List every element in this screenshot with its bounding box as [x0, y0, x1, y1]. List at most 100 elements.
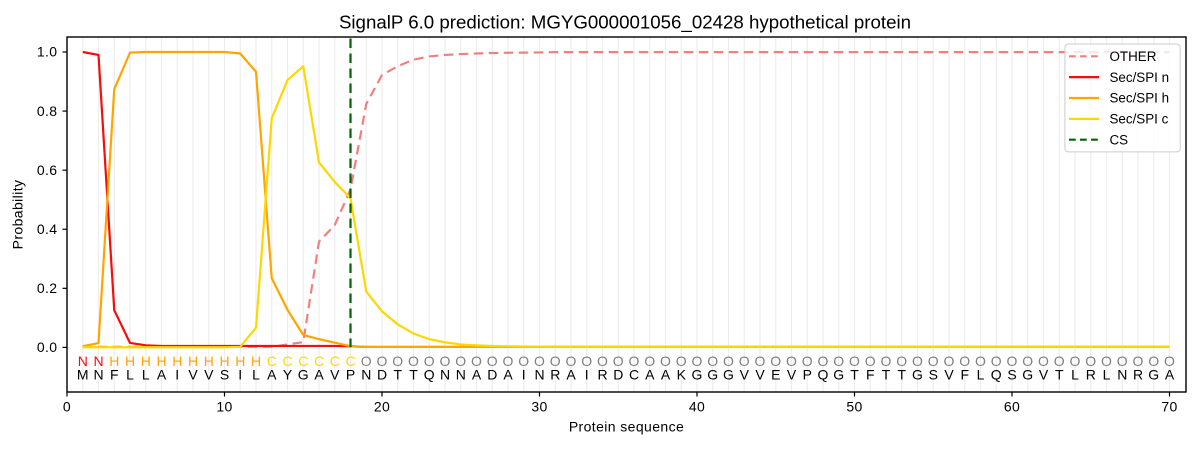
svg-text:O: O [1164, 353, 1175, 369]
svg-text:A: A [1165, 367, 1175, 383]
svg-text:O: O [959, 353, 970, 369]
svg-text:E: E [771, 367, 780, 383]
svg-text:O: O [471, 353, 482, 369]
svg-text:F: F [866, 367, 875, 383]
svg-text:O: O [550, 353, 561, 369]
svg-text:O: O [896, 353, 907, 369]
svg-text:O: O [707, 353, 718, 369]
svg-text:G: G [692, 367, 703, 383]
svg-text:I: I [585, 367, 589, 383]
svg-text:A: A [645, 367, 655, 383]
svg-text:0.4: 0.4 [37, 221, 58, 237]
svg-text:R: R [550, 367, 560, 383]
svg-text:SignalP 6.0 prediction: MGYG00: SignalP 6.0 prediction: MGYG000001056_02… [339, 12, 911, 34]
svg-text:L: L [142, 367, 150, 383]
svg-text:O: O [613, 353, 624, 369]
svg-text:C: C [629, 367, 639, 383]
svg-text:O: O [597, 353, 608, 369]
svg-text:D: D [487, 367, 497, 383]
svg-text:60: 60 [1004, 399, 1020, 415]
svg-text:O: O [1148, 353, 1159, 369]
svg-text:1.0: 1.0 [37, 44, 58, 60]
svg-text:Protein sequence: Protein sequence [569, 419, 684, 435]
svg-text:H: H [219, 353, 229, 369]
svg-text:O: O [1085, 353, 1096, 369]
svg-text:C: C [330, 353, 340, 369]
svg-text:H: H [204, 353, 214, 369]
svg-text:N: N [93, 367, 103, 383]
svg-text:O: O [770, 353, 781, 369]
svg-text:O: O [1022, 353, 1033, 369]
svg-text:O: O [629, 353, 640, 369]
svg-text:A: A [157, 367, 167, 383]
svg-text:O: O [377, 353, 388, 369]
svg-text:R: R [597, 367, 607, 383]
svg-text:Sec/SPI c: Sec/SPI c [1110, 112, 1169, 127]
svg-text:G: G [833, 367, 844, 383]
svg-text:N: N [78, 353, 88, 369]
svg-text:70: 70 [1161, 399, 1177, 415]
svg-text:S: S [929, 367, 938, 383]
svg-text:G: G [707, 367, 718, 383]
svg-text:G: G [723, 367, 734, 383]
svg-text:O: O [881, 353, 892, 369]
svg-text:F: F [960, 367, 969, 383]
svg-text:F: F [110, 367, 119, 383]
svg-text:O: O [1070, 353, 1081, 369]
svg-text:10: 10 [216, 399, 232, 415]
svg-text:H: H [235, 353, 245, 369]
svg-text:A: A [661, 367, 671, 383]
svg-text:O: O [1101, 353, 1112, 369]
svg-text:O: O [723, 353, 734, 369]
svg-text:O: O [644, 353, 655, 369]
svg-text:H: H [125, 353, 135, 369]
svg-text:Probability: Probability [10, 180, 26, 250]
svg-text:O: O [944, 353, 955, 369]
svg-text:0: 0 [63, 399, 71, 415]
svg-text:V: V [330, 367, 340, 383]
svg-text:S: S [220, 367, 229, 383]
svg-text:S: S [1007, 367, 1016, 383]
svg-text:OTHER: OTHER [1110, 49, 1157, 64]
svg-text:L: L [252, 367, 260, 383]
svg-text:O: O [487, 353, 498, 369]
svg-text:O: O [534, 353, 545, 369]
svg-text:T: T [897, 367, 906, 383]
svg-text:I: I [175, 367, 179, 383]
svg-text:V: V [1039, 367, 1049, 383]
svg-text:O: O [849, 353, 860, 369]
svg-text:N: N [440, 367, 450, 383]
svg-text:H: H [156, 353, 166, 369]
svg-text:L: L [1071, 367, 1079, 383]
svg-text:G: G [912, 367, 923, 383]
svg-text:O: O [566, 353, 577, 369]
svg-text:Q: Q [424, 367, 435, 383]
svg-text:50: 50 [846, 399, 862, 415]
svg-text:Sec/SPI h: Sec/SPI h [1110, 91, 1170, 106]
svg-text:A: A [472, 367, 482, 383]
svg-text:D: D [377, 367, 387, 383]
svg-text:T: T [882, 367, 891, 383]
svg-text:R: R [1133, 367, 1143, 383]
svg-text:CS: CS [1110, 132, 1129, 147]
svg-text:H: H [188, 353, 198, 369]
svg-text:H: H [109, 353, 119, 369]
svg-text:N: N [1117, 367, 1127, 383]
svg-text:H: H [172, 353, 182, 369]
svg-text:N: N [534, 367, 544, 383]
svg-text:G: G [1148, 367, 1159, 383]
svg-text:T: T [393, 367, 402, 383]
svg-text:O: O [1007, 353, 1018, 369]
svg-text:V: V [787, 367, 797, 383]
svg-text:A: A [566, 367, 576, 383]
svg-text:O: O [865, 353, 876, 369]
svg-text:O: O [1117, 353, 1128, 369]
svg-text:O: O [424, 353, 435, 369]
svg-text:R: R [1086, 367, 1096, 383]
svg-text:O: O [660, 353, 671, 369]
svg-text:A: A [267, 367, 277, 383]
svg-text:Q: Q [991, 367, 1002, 383]
svg-text:O: O [1133, 353, 1144, 369]
svg-text:O: O [833, 353, 844, 369]
svg-text:L: L [1103, 367, 1111, 383]
